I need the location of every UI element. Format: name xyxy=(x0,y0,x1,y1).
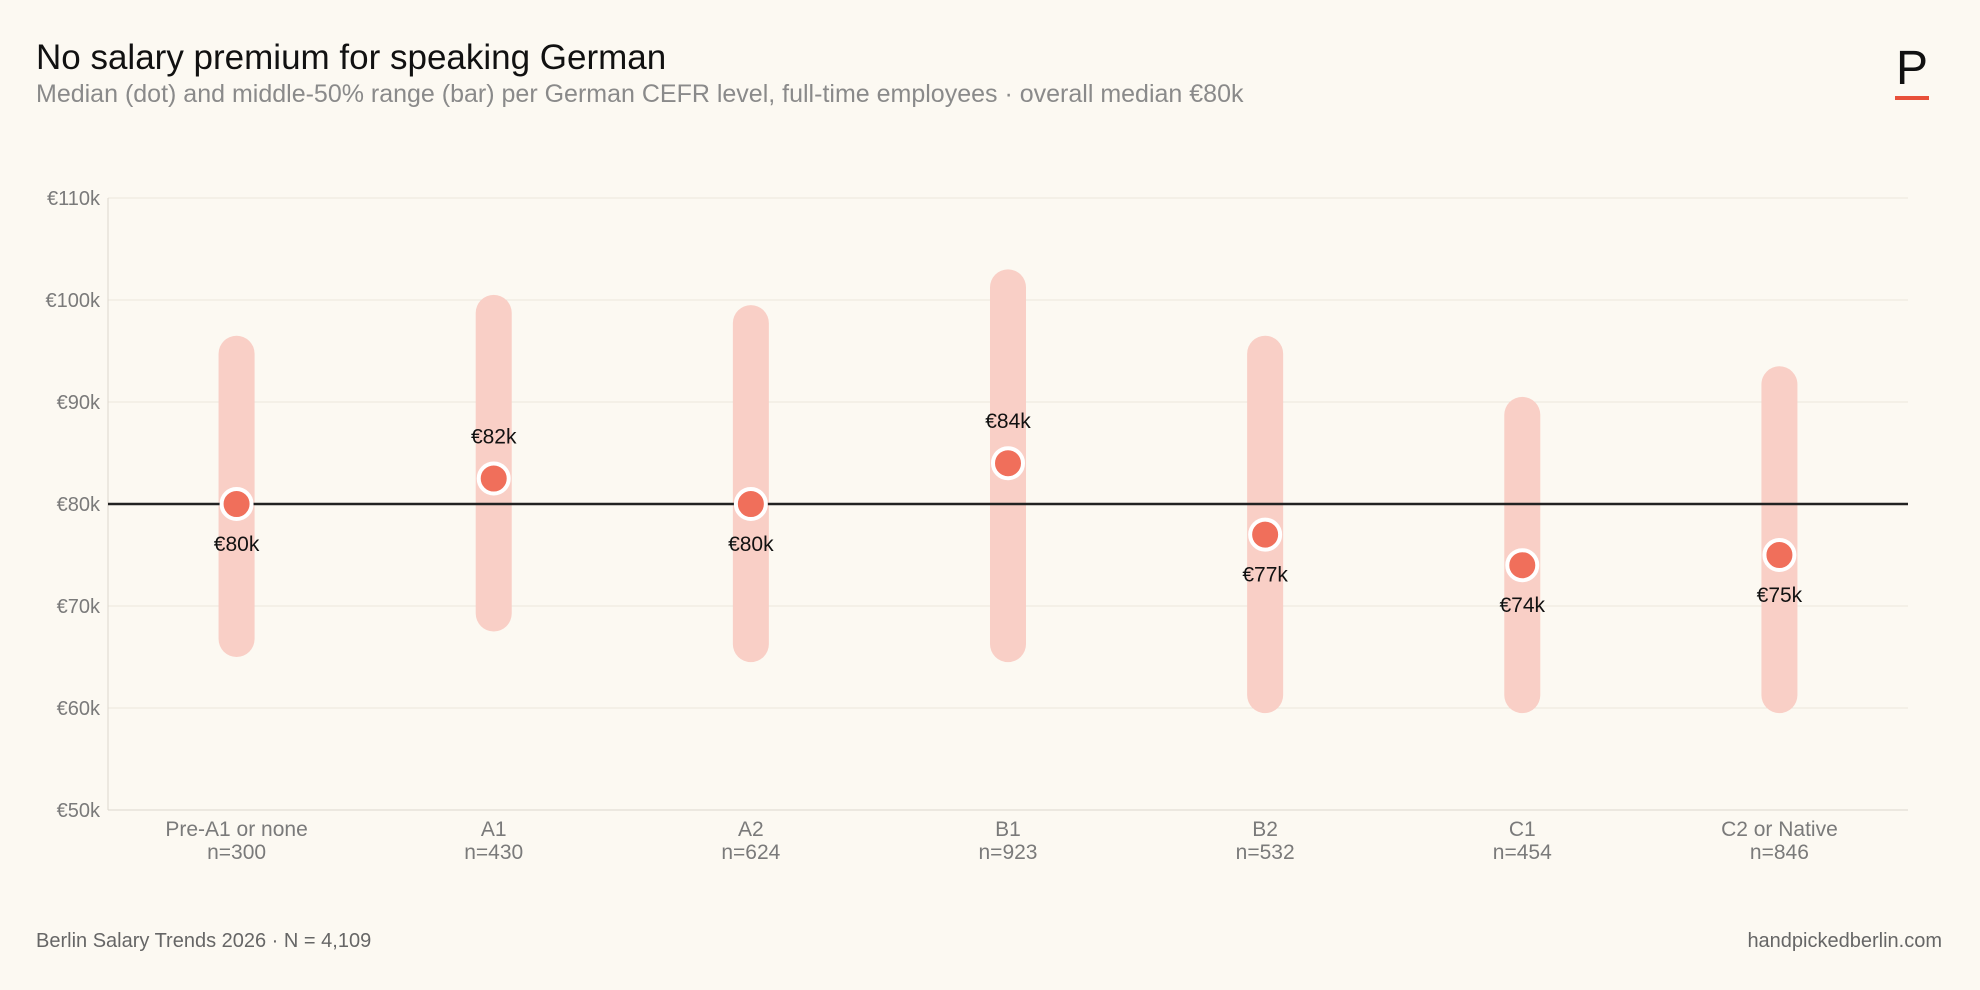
chart-subtitle: Median (dot) and middle-50% range (bar) … xyxy=(36,80,1244,108)
y-tick-label: €60k xyxy=(57,698,101,720)
y-tick-label: €110k xyxy=(47,188,101,210)
median-label: €77k xyxy=(1242,564,1288,587)
median-label: €84k xyxy=(985,410,1031,433)
x-count-label: n=532 xyxy=(1236,841,1295,864)
x-count-label: n=923 xyxy=(979,841,1038,864)
brand-logo-letter: P xyxy=(1896,42,1928,95)
footer-source: Berlin Salary Trends 2026 · N = 4,109 xyxy=(36,930,372,952)
median-dot xyxy=(1762,538,1797,572)
x-count-label: n=624 xyxy=(721,841,780,864)
median-dot xyxy=(991,446,1025,481)
y-tick-label: €50k xyxy=(57,800,101,822)
x-count-label: n=454 xyxy=(1493,841,1552,864)
x-category-label: A2 xyxy=(738,818,764,841)
x-count-label: n=300 xyxy=(207,841,266,864)
y-tick-label: €100k xyxy=(46,290,101,312)
median-dot xyxy=(1505,548,1540,583)
median-label: €82k xyxy=(471,426,517,449)
median-label: €75k xyxy=(1757,584,1803,607)
y-tick-label: €80k xyxy=(57,494,101,516)
x-category-label: B1 xyxy=(995,818,1021,841)
median-dot xyxy=(733,487,768,521)
y-tick-label: €90k xyxy=(57,392,101,414)
brand-logo-underline xyxy=(1895,96,1929,100)
x-category-label: A1 xyxy=(481,818,507,841)
median-label: €74k xyxy=(1500,594,1546,617)
footer-site-link[interactable]: handpickedberlin.com xyxy=(1747,930,1942,952)
x-count-label: n=430 xyxy=(464,841,523,864)
median-dot xyxy=(476,461,511,496)
median-dot xyxy=(219,487,254,521)
x-category-label: C2 or Native xyxy=(1721,818,1838,841)
brand-logo: P xyxy=(1895,42,1929,100)
x-count-label: n=846 xyxy=(1750,841,1809,864)
median-label: €80k xyxy=(214,533,260,556)
median-label: €80k xyxy=(728,533,774,556)
x-category-label: Pre-A1 or none xyxy=(165,818,307,841)
x-category-label: C1 xyxy=(1509,818,1536,841)
range-bar xyxy=(732,305,769,663)
chart-title: No salary premium for speaking German xyxy=(36,38,667,77)
x-category-label: B2 xyxy=(1252,818,1278,841)
median-dot xyxy=(1248,517,1283,552)
y-tick-label: €70k xyxy=(57,596,101,618)
